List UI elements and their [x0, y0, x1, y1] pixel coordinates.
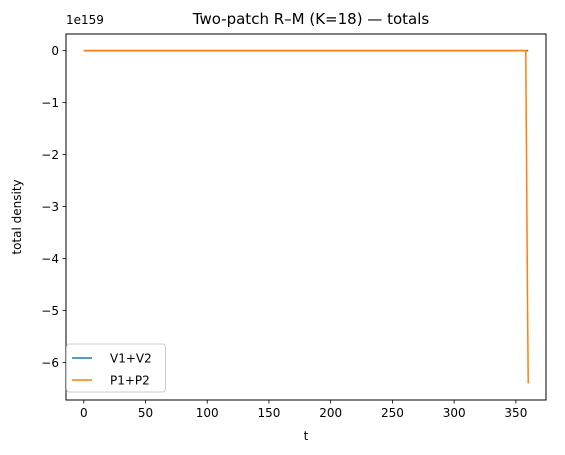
legend: V1+V2 P1+P2: [66, 343, 166, 393]
y-axis-label: total density: [10, 179, 24, 254]
y-tick-label: −6: [41, 356, 59, 370]
series-line-2: [83, 49, 529, 384]
y-offset-text: 1e159: [66, 13, 104, 27]
plot-border: [65, 33, 547, 401]
x-tick-label: 250: [381, 406, 404, 420]
x-axis: 0 50 100 150 200 250 300 350: [80, 400, 527, 420]
y-tick-label: −2: [41, 148, 59, 162]
legend-label: V1+V2: [110, 352, 152, 366]
plot-area: [65, 33, 547, 401]
x-tick-label: 0: [80, 406, 88, 420]
y-tick-label: 0: [51, 44, 59, 58]
y-tick-label: −3: [41, 200, 59, 214]
series-layer: [83, 49, 529, 384]
x-tick-label: 100: [196, 406, 219, 420]
y-axis: 0 −1 −2 −3 −4 −5 −6: [41, 44, 66, 370]
chart-title: Two-patch R–M (K=18) — totals: [192, 10, 430, 28]
x-tick-label: 300: [443, 406, 466, 420]
legend-label: P1+P2: [110, 374, 150, 388]
x-tick-label: 150: [258, 406, 281, 420]
x-axis-label: t: [304, 429, 309, 443]
y-tick-label: −5: [41, 304, 59, 318]
x-tick-label: 50: [138, 406, 153, 420]
x-tick-label: 200: [319, 406, 342, 420]
y-tick-label: −4: [41, 252, 59, 266]
y-tick-label: −1: [41, 96, 59, 110]
plot-frame: [66, 34, 546, 400]
x-tick-label: 350: [504, 406, 527, 420]
